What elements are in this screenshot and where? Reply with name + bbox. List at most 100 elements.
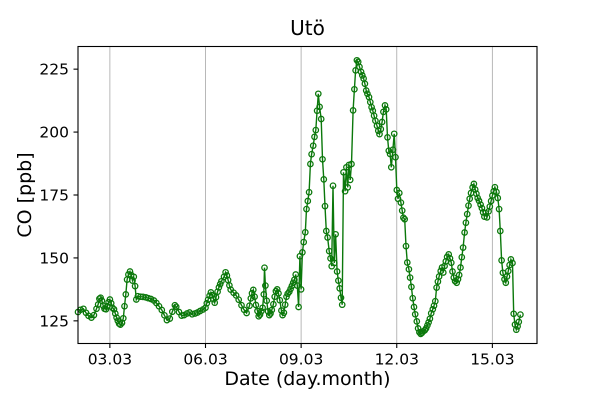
data-point-marker xyxy=(362,87,370,94)
x-tick-label: 03.03 xyxy=(88,351,132,369)
data-point-marker xyxy=(317,115,325,123)
data-point-marker xyxy=(463,210,471,218)
data-point-marker xyxy=(115,320,123,327)
y-tick-label: 175 xyxy=(39,187,69,205)
data-point-marker xyxy=(466,195,474,203)
data-point-marker xyxy=(340,168,347,176)
data-point-marker xyxy=(405,265,413,273)
data-point-marker xyxy=(406,274,414,281)
data-point-marker xyxy=(454,275,462,283)
data-point-marker xyxy=(411,310,419,318)
data-point-marker xyxy=(226,282,233,289)
data-point-marker xyxy=(106,296,114,303)
data-point-marker xyxy=(327,255,334,262)
data-point-marker xyxy=(457,264,464,271)
data-point-marker xyxy=(344,184,352,191)
data-point-marker xyxy=(249,286,257,294)
data-point-marker xyxy=(215,284,223,291)
data-point-marker xyxy=(322,227,330,235)
data-point-marker xyxy=(246,302,253,310)
data-point-marker xyxy=(398,207,406,214)
data-point-marker xyxy=(261,264,268,272)
data-point-marker xyxy=(129,277,136,284)
data-point-marker xyxy=(252,301,260,309)
data-point-marker xyxy=(319,155,326,163)
data-point-marker xyxy=(409,294,417,302)
data-point-marker xyxy=(475,197,483,205)
data-point-marker xyxy=(273,286,281,293)
data-point-marker xyxy=(445,251,453,258)
data-point-marker xyxy=(316,103,323,111)
data-point-marker xyxy=(102,305,110,313)
data-point-marker xyxy=(461,229,468,236)
data-point-marker xyxy=(425,319,432,326)
data-point-marker xyxy=(489,192,496,199)
data-point-marker xyxy=(119,314,127,322)
data-point-marker xyxy=(439,269,447,276)
data-point-marker xyxy=(429,305,437,313)
data-point-marker xyxy=(368,103,375,111)
data-point-marker xyxy=(433,284,440,291)
data-point-marker xyxy=(477,201,484,208)
data-point-marker xyxy=(260,291,268,298)
data-point-marker xyxy=(377,125,385,133)
data-point-marker xyxy=(431,297,439,305)
data-point-marker xyxy=(300,238,308,246)
data-point-marker xyxy=(320,176,328,183)
data-point-marker xyxy=(275,290,282,297)
data-point-marker xyxy=(321,202,329,210)
data-point-marker xyxy=(158,306,166,314)
data-point-marker xyxy=(311,133,318,141)
data-point-marker xyxy=(402,242,410,250)
data-point-marker xyxy=(471,186,479,193)
data-point-marker xyxy=(293,282,301,289)
data-point-marker xyxy=(504,267,512,275)
data-point-marker xyxy=(478,204,486,212)
data-line xyxy=(77,58,522,335)
data-point-marker xyxy=(455,271,463,279)
data-point-marker xyxy=(257,307,265,315)
y-axis-label: CO [ppb] xyxy=(14,152,36,238)
data-point-marker xyxy=(131,282,139,290)
data-point-marker xyxy=(462,219,470,227)
data-point-marker xyxy=(270,300,277,308)
data-point-marker xyxy=(494,194,502,202)
data-point-marker xyxy=(332,230,339,238)
y-tick-label: 125 xyxy=(39,312,69,330)
data-point-marker xyxy=(387,163,395,171)
data-point-marker xyxy=(378,118,386,126)
data-point-marker xyxy=(459,244,467,251)
data-point-marker xyxy=(268,306,276,314)
y-tick-label: 225 xyxy=(39,61,69,79)
data-point-marker xyxy=(397,199,405,206)
data-point-marker xyxy=(384,134,391,141)
data-point-marker xyxy=(337,294,345,302)
data-point-marker xyxy=(168,308,176,316)
chart-title: Utö xyxy=(290,16,325,40)
data-point-marker xyxy=(509,259,516,267)
data-point-marker xyxy=(90,311,98,319)
data-point-marker xyxy=(465,202,472,209)
data-point-marker xyxy=(408,283,415,291)
data-point-marker xyxy=(314,90,322,98)
data-point-marker xyxy=(222,268,229,276)
data-point-marker xyxy=(385,147,393,155)
data-point-marker xyxy=(507,256,515,263)
y-tick-label: 150 xyxy=(39,249,69,267)
data-point-marker xyxy=(449,268,456,275)
y-axis-ticks: 125 150 175 200 225 xyxy=(39,61,78,330)
x-tick-label: 15.03 xyxy=(470,351,514,369)
data-point-marker xyxy=(262,282,269,289)
data-point-marker xyxy=(390,130,398,138)
data-point-marker xyxy=(353,56,361,64)
data-point-marker xyxy=(336,285,344,292)
data-point-marker xyxy=(308,150,315,158)
data-point-marker xyxy=(166,315,174,322)
data-point-marker xyxy=(495,205,503,213)
data-point-marker xyxy=(381,102,389,109)
data-point-marker xyxy=(330,259,338,267)
data-point-marker xyxy=(351,85,358,93)
data-point-marker xyxy=(295,303,302,311)
data-point-marker xyxy=(283,293,290,301)
x-axis-ticks: 03.03 06.03 09.03 12.03 15.03 xyxy=(88,343,515,369)
